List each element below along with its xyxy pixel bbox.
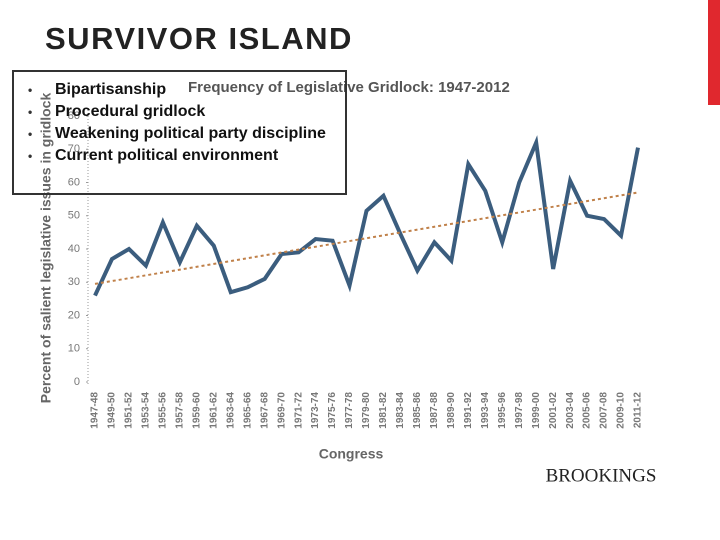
bullet-list: Bipartisanship Procedural gridlock Weake… — [24, 79, 334, 167]
bullet: Bipartisanship — [24, 79, 334, 101]
accent-bar — [708, 0, 720, 105]
x-tick-label: 2001-02 — [548, 392, 559, 429]
x-tick-label: 1957-58 — [174, 392, 185, 429]
x-tick-label: 1959-60 — [191, 392, 202, 429]
slide-title: SURVIVOR ISLAND — [45, 21, 353, 56]
x-tick-label: 1969-70 — [276, 392, 287, 429]
x-tick-label: 2007-08 — [599, 392, 610, 429]
x-tick-label: 1967-68 — [259, 392, 270, 429]
x-axis-label: Congress — [319, 446, 384, 462]
y-tick-label: 60 — [68, 176, 80, 188]
x-tick-label: 1947-48 — [90, 392, 101, 429]
x-tick-label: 1971-72 — [293, 392, 304, 429]
x-tick-label: 1985-86 — [412, 392, 423, 429]
x-tick-label: 1975-76 — [327, 392, 338, 429]
trend-line — [94, 191, 639, 285]
x-tick-label: 1981-82 — [378, 392, 389, 429]
x-tick-label: 1951-52 — [124, 392, 135, 429]
y-tick-label: 30 — [68, 276, 80, 288]
x-tick-label: 1987-88 — [429, 392, 440, 429]
x-tick-label: 1961-62 — [208, 392, 219, 429]
x-tick-label: 1997-98 — [514, 392, 525, 429]
x-tick-label: 1949-50 — [107, 392, 118, 429]
y-tick-label: 10 — [68, 343, 80, 355]
x-tick-label: 1977-78 — [344, 392, 355, 429]
x-tick-label: 2011-12 — [633, 392, 644, 429]
x-tick-label: 1953-54 — [141, 392, 152, 429]
logo: BROOKINGS — [546, 465, 657, 486]
y-tick-label: 20 — [68, 309, 80, 321]
data-line — [93, 135, 640, 297]
x-tick-label: 2009-10 — [616, 392, 627, 429]
y-tick-label: 50 — [68, 210, 80, 222]
x-tick-label: 1989-90 — [446, 392, 457, 429]
x-tick-label: 1999-00 — [531, 392, 542, 429]
x-tick-label: 1955-56 — [158, 392, 169, 429]
x-tick-label: 1965-66 — [242, 392, 253, 429]
x-tick-label: 1993-94 — [480, 392, 491, 429]
bullet-box — [12, 70, 347, 195]
x-tick-label: 2003-04 — [565, 392, 576, 429]
y-tick-label: 0 — [74, 376, 80, 388]
y-tick-label: 40 — [68, 243, 80, 255]
x-tick-label: 1963-64 — [225, 392, 236, 429]
x-tick-label: 1983-84 — [395, 392, 406, 429]
y-axis-label: Percent of salient legislative issues in… — [38, 93, 54, 404]
bullet: Weakening political party discipline — [24, 123, 334, 145]
x-tick-label: 1995-96 — [497, 392, 508, 429]
x-tick-label: 2005-06 — [582, 392, 593, 429]
x-tick-label: 1979-80 — [361, 392, 372, 429]
x-tick-label: 1991-92 — [463, 392, 474, 429]
x-tick-label: 1973-74 — [310, 392, 321, 429]
bullet: Current political environment — [24, 145, 334, 167]
bullet: Procedural gridlock — [24, 101, 334, 123]
